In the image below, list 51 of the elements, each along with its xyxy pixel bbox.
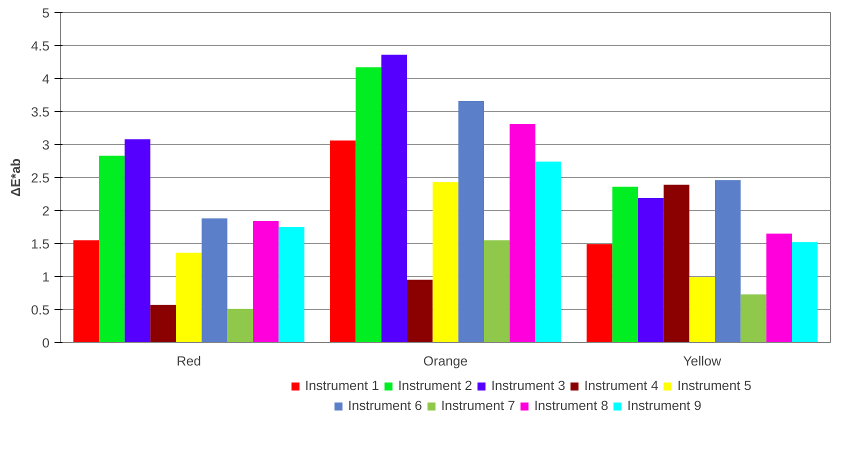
bar xyxy=(664,184,690,342)
y-tick-label: 4 xyxy=(42,72,50,86)
bar xyxy=(432,182,458,342)
y-tick-label: 3.5 xyxy=(30,104,50,120)
bar xyxy=(535,162,561,342)
bar xyxy=(381,54,407,342)
bar xyxy=(356,67,382,342)
legend-label: Instrument 5 xyxy=(677,378,752,393)
bar xyxy=(73,240,99,342)
legend-label: Instrument 8 xyxy=(534,398,608,413)
bar xyxy=(150,304,176,342)
legend-label: Instrument 7 xyxy=(441,398,516,413)
bar xyxy=(740,294,766,342)
x-tick-label: Orange xyxy=(423,354,468,368)
bar xyxy=(715,180,741,342)
bar xyxy=(612,186,638,342)
y-tick-label: 3 xyxy=(42,138,50,152)
bar xyxy=(484,240,510,342)
bar xyxy=(510,124,536,342)
bar xyxy=(202,218,228,342)
legend-label: Instrument 9 xyxy=(627,398,702,413)
bar xyxy=(638,198,664,342)
y-tick-label: 1 xyxy=(42,270,50,284)
y-tick-label: 2 xyxy=(42,204,50,218)
bar xyxy=(124,139,150,342)
legend-label: Instrument 1 xyxy=(305,378,380,393)
legend-label: Instrument 6 xyxy=(348,398,422,413)
bar xyxy=(586,244,612,342)
bar xyxy=(99,156,125,342)
y-axis-title: ΔE*ab xyxy=(8,158,23,197)
bar xyxy=(227,308,253,342)
y-tick-label: 4.5 xyxy=(30,38,50,54)
bar xyxy=(278,227,304,342)
y-tick-label: 2.5 xyxy=(30,170,50,186)
bar xyxy=(689,277,715,342)
legend-label: Instrument 4 xyxy=(584,378,658,393)
bar xyxy=(253,221,279,342)
legend-label: Instrument 3 xyxy=(491,378,566,393)
y-tick-label: 5 xyxy=(42,6,50,20)
bar xyxy=(176,252,202,342)
bar xyxy=(458,100,484,342)
y-tick-label: 1.5 xyxy=(30,236,50,252)
bar xyxy=(330,140,356,342)
x-tick-label: Red xyxy=(176,354,202,368)
y-tick-label: 0.5 xyxy=(30,302,50,318)
bar xyxy=(766,234,792,342)
bar xyxy=(407,280,433,342)
x-tick-label: Yellow xyxy=(683,354,722,368)
y-tick-label: 0 xyxy=(42,336,50,350)
bar xyxy=(792,242,818,342)
legend-label: Instrument 2 xyxy=(398,378,472,393)
